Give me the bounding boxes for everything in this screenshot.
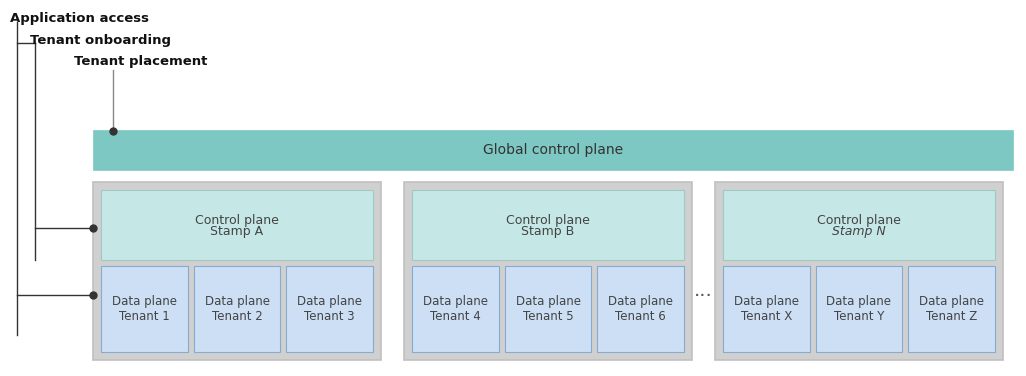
Text: Data plane: Data plane xyxy=(298,296,362,308)
Bar xyxy=(412,266,499,352)
Text: Control plane: Control plane xyxy=(817,214,901,227)
Text: Data plane: Data plane xyxy=(423,296,487,308)
Bar xyxy=(505,266,591,352)
Text: Data plane: Data plane xyxy=(608,296,673,308)
Text: Data plane: Data plane xyxy=(734,296,799,308)
Text: Tenant X: Tenant X xyxy=(741,309,792,323)
Bar xyxy=(286,266,373,352)
Text: Tenant Z: Tenant Z xyxy=(926,309,978,323)
Text: Tenant Y: Tenant Y xyxy=(834,309,884,323)
Text: ...: ... xyxy=(695,282,713,300)
Text: Stamp N: Stamp N xyxy=(832,225,885,238)
Bar xyxy=(412,190,684,260)
Text: Data plane: Data plane xyxy=(112,296,176,308)
Text: Data plane: Data plane xyxy=(204,296,270,308)
Text: Control plane: Control plane xyxy=(506,214,590,227)
Text: Data plane: Data plane xyxy=(919,296,984,308)
Bar xyxy=(101,190,373,260)
Bar xyxy=(101,266,188,352)
Bar xyxy=(404,182,692,360)
Text: Stamp A: Stamp A xyxy=(210,225,264,238)
Text: Application access: Application access xyxy=(10,12,149,25)
Text: Data plane: Data plane xyxy=(827,296,892,308)
Text: Control plane: Control plane xyxy=(195,214,279,227)
Text: Stamp B: Stamp B xyxy=(521,225,575,238)
Bar xyxy=(194,266,280,352)
Text: Tenant 3: Tenant 3 xyxy=(305,309,355,323)
Text: Global control plane: Global control plane xyxy=(483,143,623,157)
Bar xyxy=(723,190,995,260)
Text: Tenant 4: Tenant 4 xyxy=(430,309,481,323)
Bar xyxy=(908,266,995,352)
Text: Tenant 2: Tenant 2 xyxy=(211,309,263,323)
Bar xyxy=(715,182,1003,360)
Text: Tenant 1: Tenant 1 xyxy=(119,309,169,323)
Bar xyxy=(723,266,810,352)
Text: Tenant 5: Tenant 5 xyxy=(522,309,574,323)
Bar xyxy=(93,130,1013,170)
Bar xyxy=(816,266,902,352)
Text: Tenant placement: Tenant placement xyxy=(74,55,207,68)
Text: Data plane: Data plane xyxy=(515,296,581,308)
Text: Tenant 6: Tenant 6 xyxy=(616,309,666,323)
Text: Tenant onboarding: Tenant onboarding xyxy=(30,34,171,47)
Bar xyxy=(93,182,381,360)
Bar xyxy=(597,266,684,352)
